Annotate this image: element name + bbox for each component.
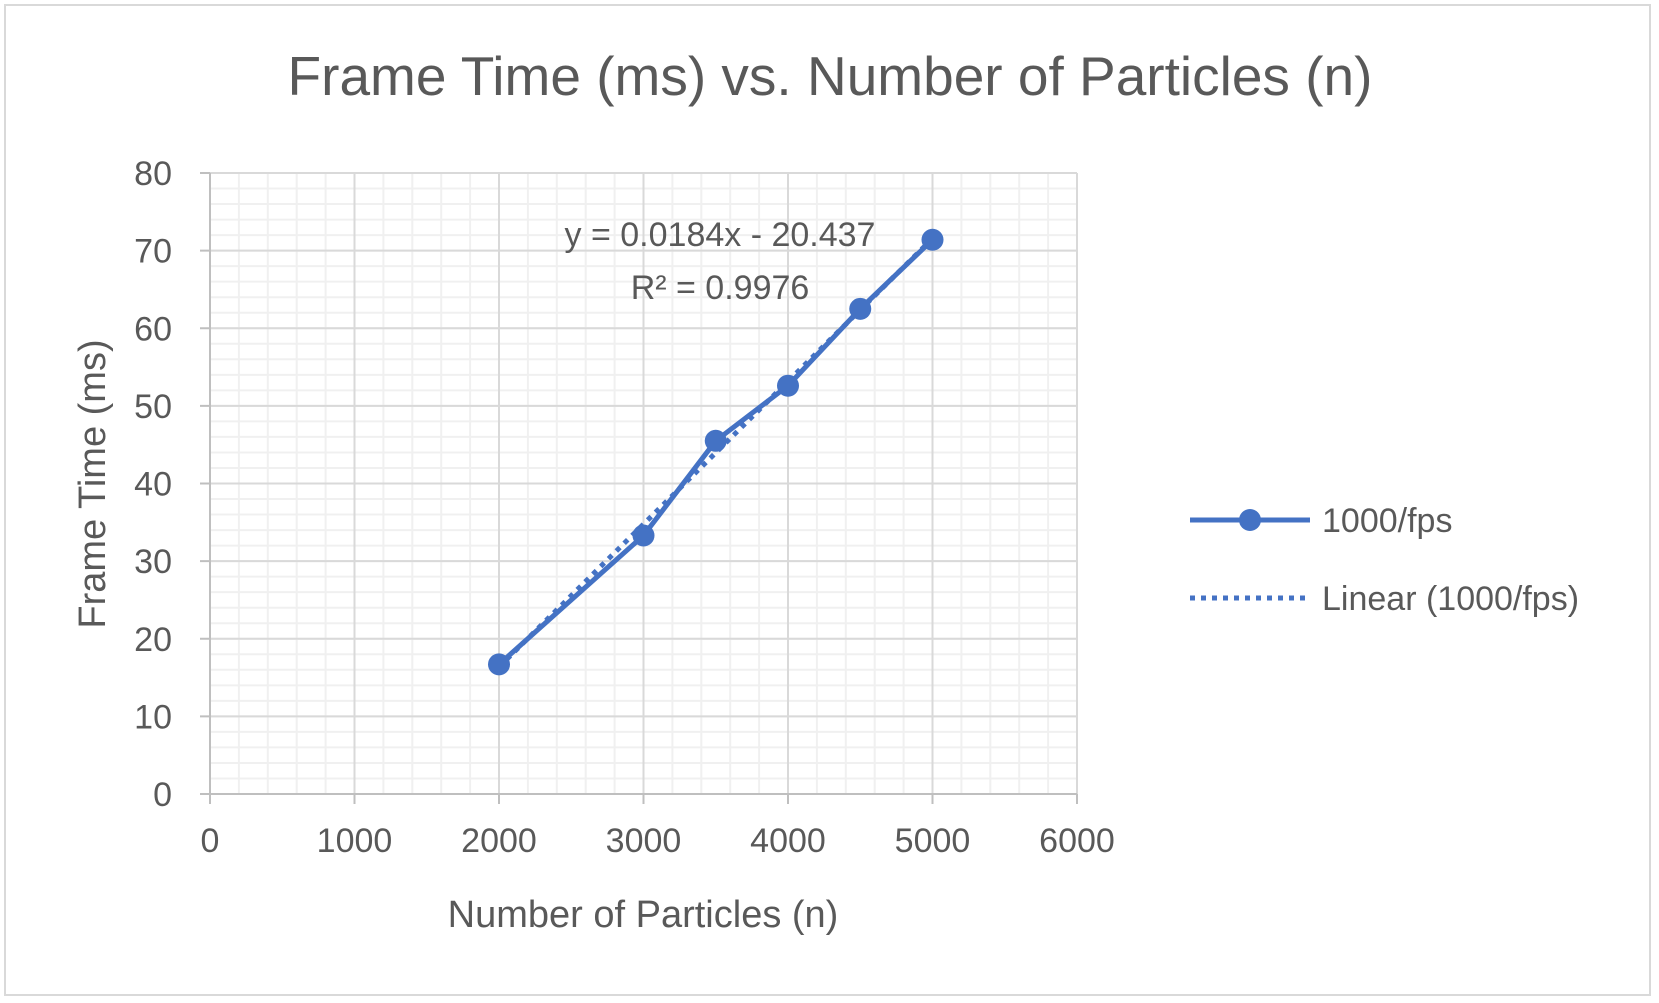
y-tick-label: 20 [134,621,172,659]
axes [200,172,1078,804]
x-axis-title: Number of Particles (n) [448,894,839,936]
trendline-equation: y = 0.0184x - 20.437 [565,216,876,254]
data-point [921,228,944,251]
x-tick-label: 3000 [606,822,682,860]
series-layer [488,228,944,676]
data-point [704,429,727,452]
x-tick-label: 4000 [750,822,826,860]
x-tick-label: 0 [201,822,220,860]
x-tick-labels: 0 1000 2000 3000 4000 5000 6000 [201,822,1115,860]
y-axis-title: Frame Time (ms) [72,339,114,628]
x-tick-label: 5000 [895,822,971,860]
x-tick-label: 2000 [461,822,537,860]
x-tick-label: 6000 [1039,822,1115,860]
y-tick-label: 10 [134,698,172,736]
legend-series-marker [1239,509,1261,531]
chart-title: Frame Time (ms) vs. Number of Particles … [288,45,1373,107]
y-tick-label: 70 [134,233,172,271]
legend: 1000/fps Linear (1000/fps) [1190,502,1579,618]
data-point [488,653,510,676]
trendline-r2: R² = 0.9976 [631,269,810,307]
data-point [849,297,872,320]
series-line [497,237,935,667]
y-tick-label: 60 [134,310,172,348]
legend-series-label: 1000/fps [1322,502,1452,540]
legend-trendline-label: Linear (1000/fps) [1322,580,1579,618]
y-tick-label: 50 [134,388,172,426]
y-tick-labels: 0 10 20 30 40 50 60 70 80 [134,155,172,814]
y-tick-label: 0 [153,776,172,814]
y-tick-label: 40 [134,466,172,504]
y-tick-label: 30 [134,543,172,581]
data-point [632,524,655,547]
y-tick-label: 80 [134,155,172,193]
data-point [777,374,799,397]
x-tick-label: 1000 [317,822,393,860]
